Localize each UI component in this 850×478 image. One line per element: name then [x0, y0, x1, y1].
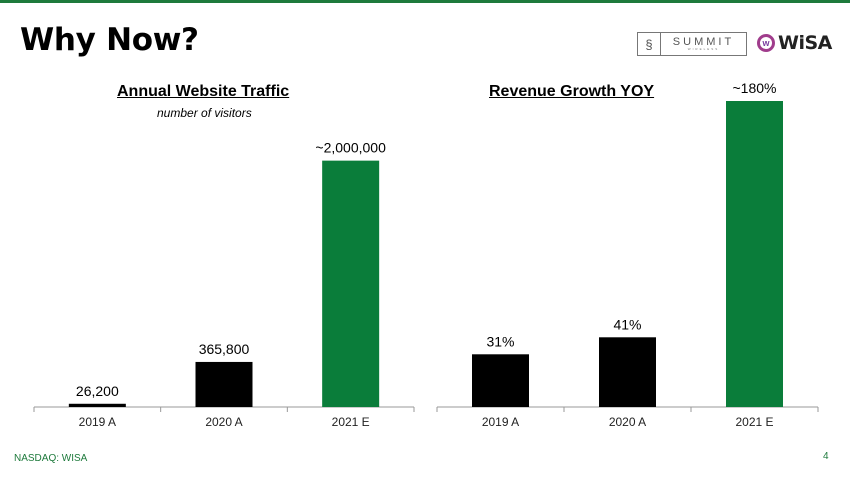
- revenue-data-label: 31%: [486, 333, 514, 349]
- wisa-logo: w WiSA: [757, 32, 832, 54]
- traffic-category-label: 2020 A: [205, 415, 242, 429]
- top-rule: [0, 0, 850, 3]
- revenue-data-label: ~180%: [733, 80, 777, 96]
- summit-logo-sub: WIRELESS: [687, 47, 720, 51]
- summit-logo-name: SUMMIT: [672, 36, 735, 48]
- revenue-data-label: 41%: [613, 316, 641, 332]
- traffic-bar: [195, 361, 253, 407]
- traffic-category-label: 2019 A: [79, 415, 116, 429]
- revenue-chart-title: Revenue Growth YOY: [489, 83, 655, 100]
- summit-s-icon: §: [638, 33, 661, 55]
- traffic-data-label: ~2,000,000: [315, 140, 386, 156]
- page-number: 4: [823, 451, 829, 462]
- traffic-chart-title: Annual Website Traffic: [117, 83, 290, 100]
- traffic-data-label: 26,200: [76, 383, 119, 399]
- slide-title: Why Now?: [20, 22, 199, 58]
- traffic-bar: [322, 160, 380, 407]
- footer-ticker: NASDAQ: WISA: [14, 453, 88, 464]
- summit-wireless-logo: § SUMMIT WIRELESS: [637, 32, 747, 56]
- wisa-logo-name: WiSA: [778, 32, 832, 54]
- traffic-data-label: 365,800: [199, 341, 250, 357]
- wisa-w-icon: w: [757, 34, 775, 52]
- traffic-category-label: 2021 E: [332, 415, 370, 429]
- revenue-category-label: 2019 A: [482, 415, 519, 429]
- traffic-bar: [68, 403, 126, 407]
- revenue-bar: [599, 337, 656, 407]
- traffic-chart-subtitle: number of visitors: [157, 106, 252, 120]
- revenue-bar: [726, 101, 783, 407]
- revenue-category-label: 2020 A: [609, 415, 646, 429]
- revenue-category-label: 2021 E: [735, 415, 773, 429]
- revenue-bar: [472, 354, 529, 407]
